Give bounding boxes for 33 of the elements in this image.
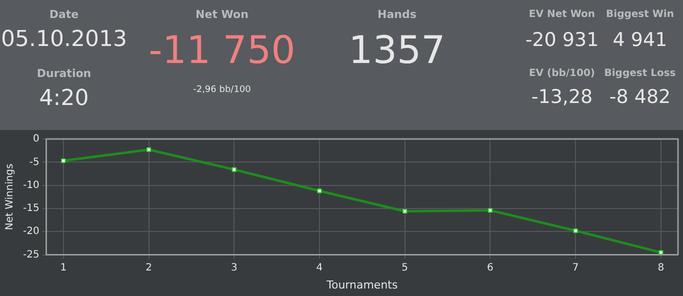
text: Biggest Win <box>606 9 674 20</box>
text: EV Net Won <box>528 9 596 20</box>
y-tick-label: -20 <box>22 226 40 238</box>
y-tick-label: -5 <box>29 156 40 168</box>
x-tick-label: 8 <box>658 262 664 274</box>
y-tick-label: -15 <box>22 203 40 214</box>
y-axis-title: Net Winnings <box>4 164 16 230</box>
text: 1357 <box>348 28 446 72</box>
x-axis-title: Tournaments <box>326 278 398 292</box>
text: 4:20 <box>38 86 90 112</box>
text: Net Won <box>194 8 250 22</box>
text: -2,96 bb/100 <box>192 85 252 96</box>
x-tick-label: 1 <box>60 262 67 274</box>
x-tick-label: 5 <box>402 262 408 274</box>
text: 4 941 <box>612 29 668 51</box>
x-tick-label: 3 <box>230 262 238 274</box>
text: 05.10.2013 <box>1 27 127 52</box>
text: -11 750 <box>148 28 296 72</box>
text: Duration <box>36 67 92 80</box>
text: Biggest Loss <box>604 68 676 79</box>
text: EV (bb/100) <box>528 68 596 79</box>
x-tick-label: 7 <box>572 262 579 274</box>
text: -20 931 <box>525 29 599 51</box>
y-tick-label: -25 <box>22 249 40 260</box>
text: -8 482 <box>609 86 671 108</box>
x-tick-label: 6 <box>487 262 494 274</box>
y-tick-label: -10 <box>22 180 40 191</box>
text: Hands <box>376 8 418 22</box>
x-tick-label: 2 <box>146 262 152 274</box>
x-tick-label: 4 <box>316 262 323 274</box>
y-tick-label: 0 <box>32 134 40 145</box>
text: Date <box>48 8 80 22</box>
text: -13,28 <box>531 86 593 108</box>
